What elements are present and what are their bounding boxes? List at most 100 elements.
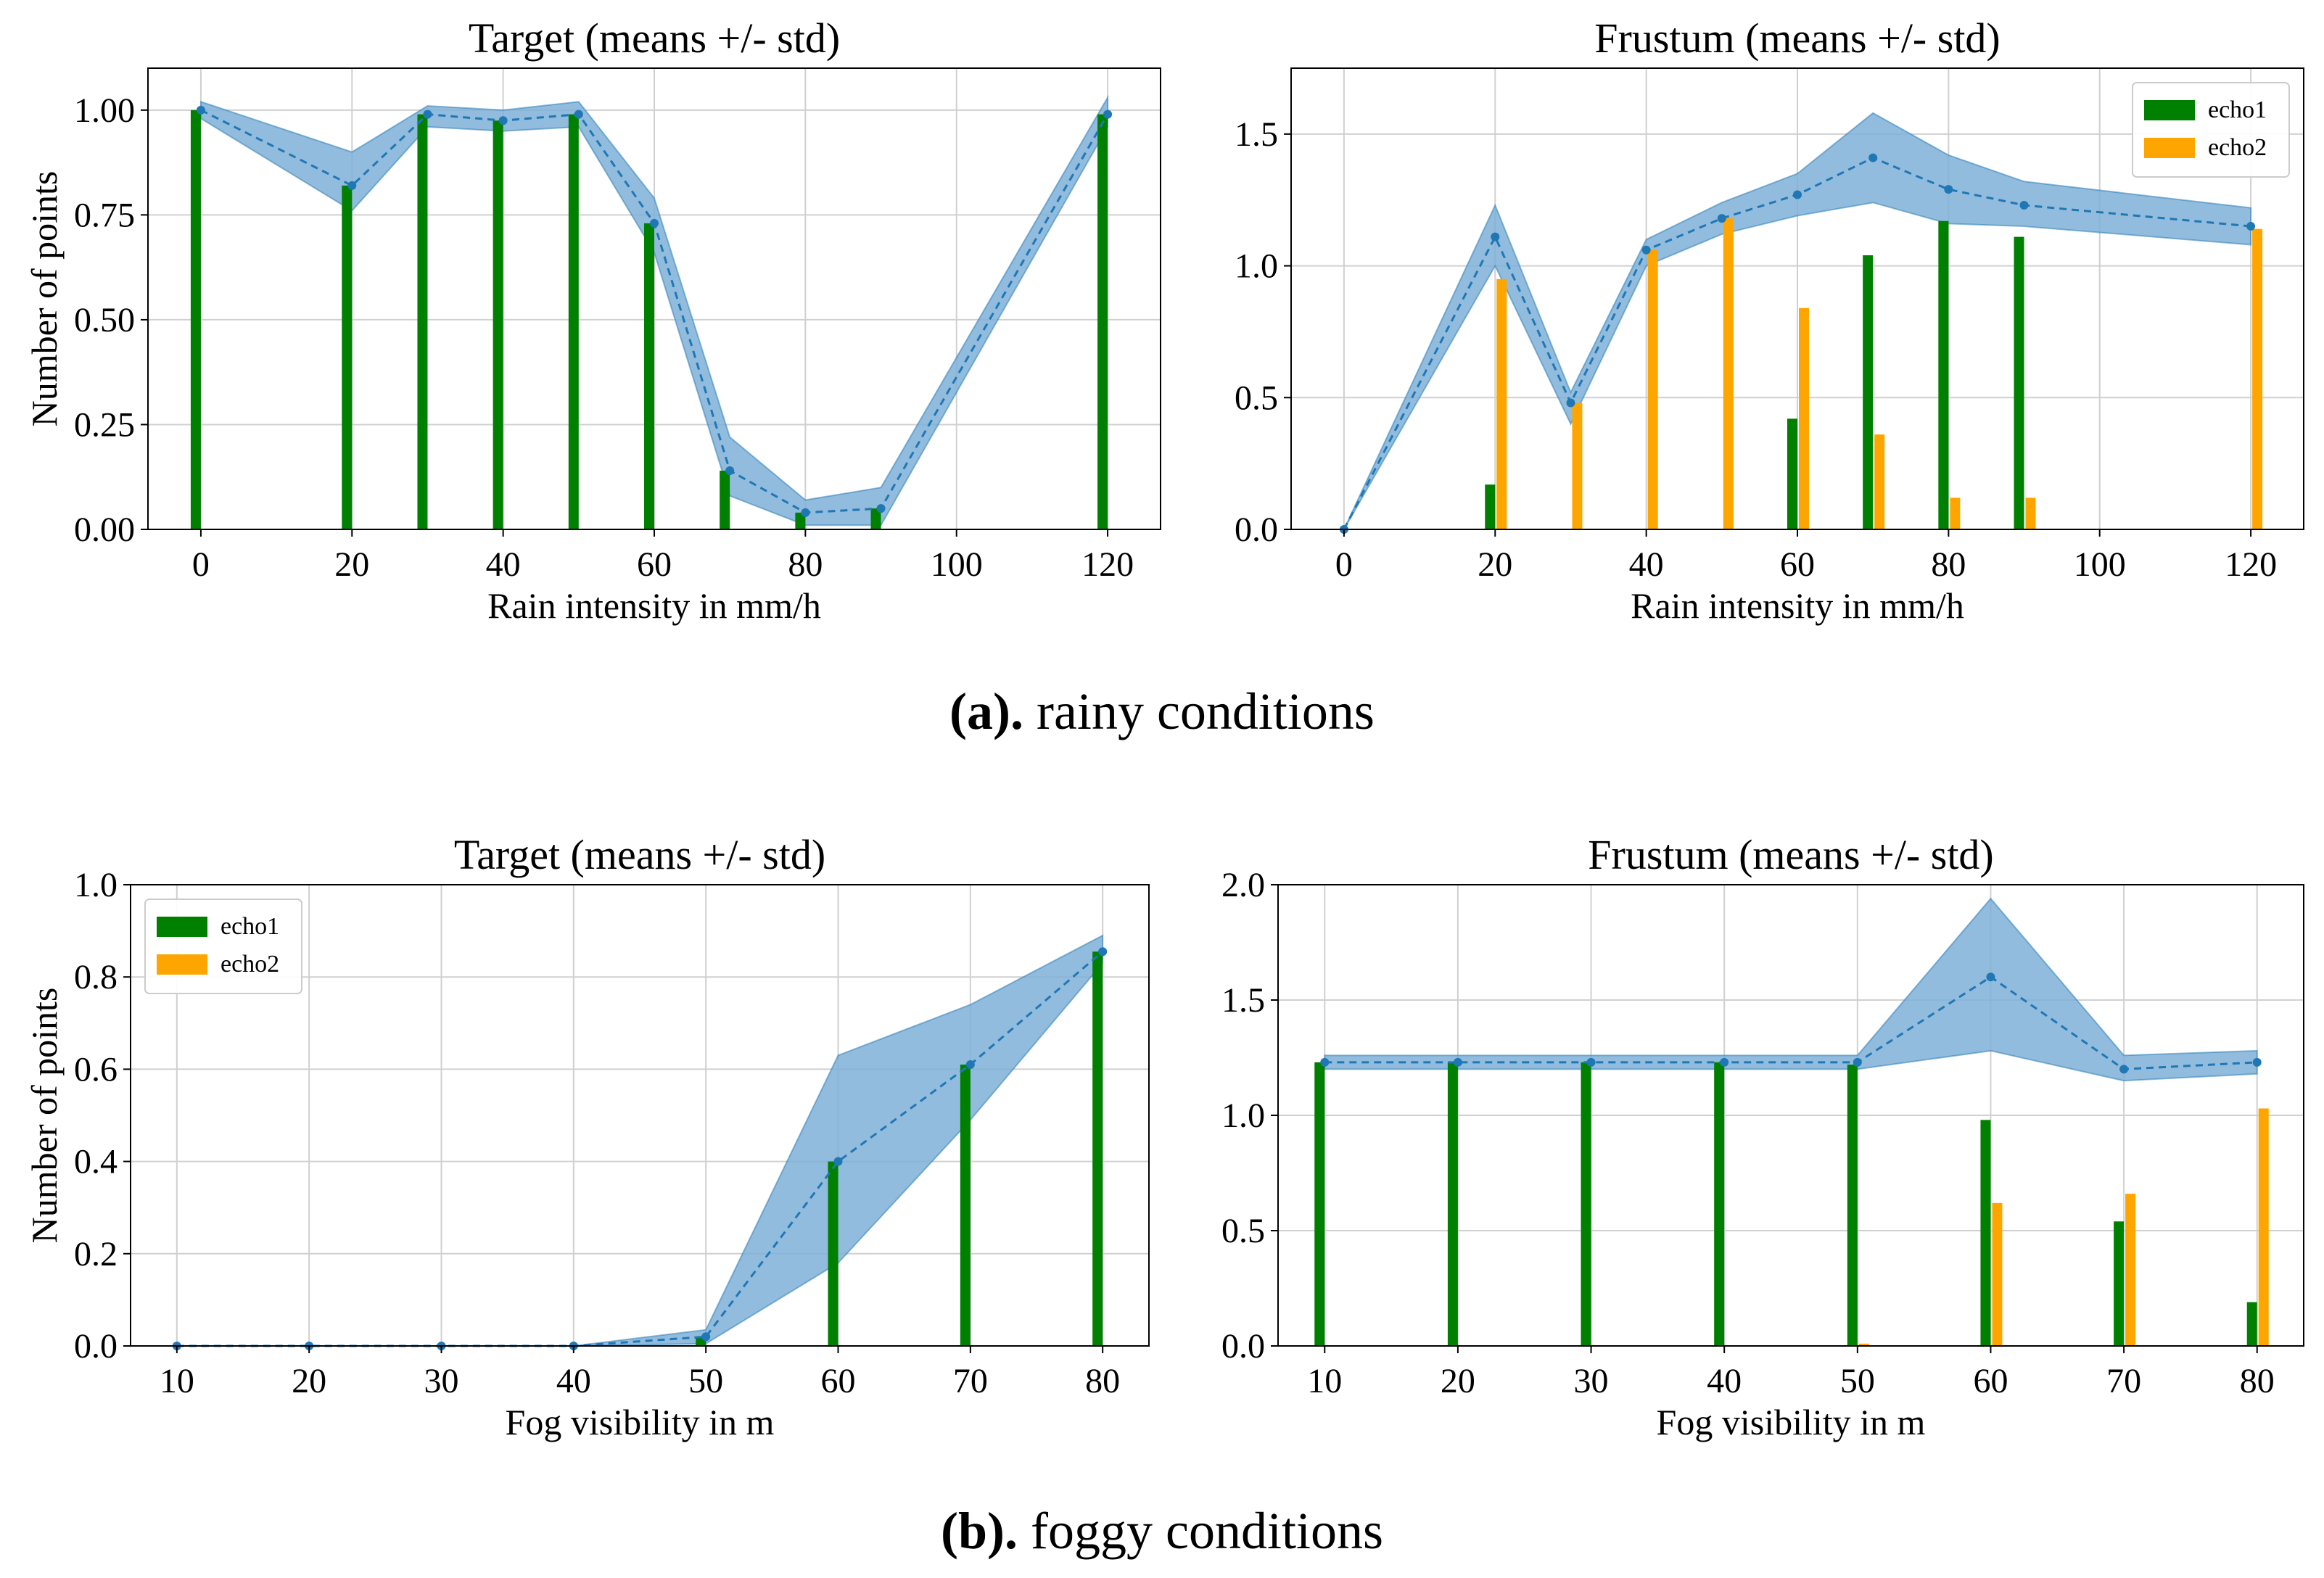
x-tick-label: 80 xyxy=(2240,1362,2275,1400)
mean-point xyxy=(2019,200,2029,210)
chart-title: Frustum (means +/- std) xyxy=(1594,15,2000,62)
bar-echo1 xyxy=(417,114,428,530)
x-tick-label: 20 xyxy=(334,545,369,584)
bar-echo1 xyxy=(1847,1065,1858,1346)
plot-frame xyxy=(130,884,1150,1347)
bar-echo1 xyxy=(2114,1221,2125,1346)
x-tick-label: 10 xyxy=(160,1362,194,1400)
x-tick-label: 40 xyxy=(1707,1362,1742,1400)
mean-point xyxy=(1853,1057,1862,1067)
y-tick-label: 0.0 xyxy=(1235,511,1278,549)
bar-echo2 xyxy=(2125,1194,2136,1346)
x-tick-label: 80 xyxy=(788,545,823,584)
x-tick-label: 30 xyxy=(424,1362,458,1400)
x-tick-label: 40 xyxy=(486,545,521,584)
x-tick-label: 60 xyxy=(821,1362,856,1400)
bar-echo2 xyxy=(2258,1108,2269,1346)
bar-echo2 xyxy=(1496,278,1507,529)
bar-echo2 xyxy=(1572,402,1583,529)
caption-rainy-text: rainy conditions xyxy=(1037,682,1375,740)
mean-point xyxy=(1717,214,1726,223)
mean-point xyxy=(1641,245,1651,255)
x-tick-label: 20 xyxy=(292,1362,326,1400)
bar-echo1 xyxy=(190,110,201,529)
mean-point xyxy=(801,508,810,517)
chart-panel-4: 10 20 30 40 50 60 70 80 0.0 0.5 1.0 1.5 2.0 Frustum (… xyxy=(1221,831,2304,1442)
y-tick-label: 0.6 xyxy=(74,1050,118,1089)
mean-point xyxy=(1098,947,1108,957)
bar-echo1 xyxy=(342,185,353,529)
x-tick-label: 120 xyxy=(2225,545,2277,584)
x-tick-label: 50 xyxy=(1840,1362,1875,1400)
caption-foggy-label: (b). xyxy=(941,1502,1018,1560)
caption-rainy-label: (a). xyxy=(949,682,1023,740)
bar-echo1 xyxy=(2014,236,2024,529)
legend-swatch-echo2 xyxy=(157,954,207,975)
x-tick-label: 60 xyxy=(1780,545,1815,584)
legend-label-echo2: echo2 xyxy=(221,951,279,978)
x-tick-label: 60 xyxy=(637,545,672,584)
legend: echo1 echo2 xyxy=(144,899,302,994)
y-tick-label: 1.5 xyxy=(1221,981,1265,1020)
bar-echo1 xyxy=(720,471,730,529)
bar-echo1 xyxy=(1485,484,1496,529)
bar-echo1 xyxy=(1980,1120,1991,1346)
mean-point xyxy=(1868,153,1878,162)
bar-echo1 xyxy=(493,120,503,530)
legend-label-echo1: echo1 xyxy=(2208,96,2267,123)
x-tick-label: 70 xyxy=(2106,1362,2141,1400)
x-tick-label: 20 xyxy=(1478,545,1512,584)
bar-echo2 xyxy=(1950,497,1961,529)
x-axis-label: Fog visibility in m xyxy=(506,1402,775,1442)
y-axis-label: Number of points xyxy=(24,988,65,1244)
mean-point xyxy=(1320,1057,1330,1067)
mean-line xyxy=(1343,156,2251,530)
bar-echo1 xyxy=(568,114,579,530)
bar-echo2 xyxy=(1647,249,1658,529)
y-tick-label: 0.5 xyxy=(1235,379,1278,417)
caption-foggy: (b). foggy conditions xyxy=(0,1501,2324,1561)
legend-label-echo2: echo2 xyxy=(2208,134,2267,161)
mean-point xyxy=(2246,222,2256,231)
y-axis-label: Number of points xyxy=(24,171,65,427)
bar-echo1 xyxy=(2246,1302,2257,1346)
mean-point xyxy=(1986,972,1995,982)
x-tick-label: 30 xyxy=(1574,1362,1609,1400)
chart-title: Target (means +/- std) xyxy=(454,831,825,878)
chart-title: Target (means +/- std) xyxy=(469,15,840,62)
legend-swatch-echo1 xyxy=(157,917,207,937)
bar-echo1 xyxy=(960,1065,971,1346)
x-tick-label: 80 xyxy=(1931,545,1966,584)
mean-point xyxy=(2252,1057,2262,1067)
y-tick-label: 1.0 xyxy=(74,866,118,904)
y-tick-label: 1.0 xyxy=(1235,247,1278,286)
x-tick-label: 20 xyxy=(1441,1362,1475,1400)
bar-echo1 xyxy=(795,512,806,529)
bar-echo1 xyxy=(1863,255,1874,529)
mean-point xyxy=(1566,398,1575,408)
mean-point xyxy=(725,466,735,476)
mean-point xyxy=(196,105,205,115)
bar-echo2 xyxy=(1992,1202,2003,1346)
bar-echo1 xyxy=(1097,114,1108,530)
bar-echo2 xyxy=(2252,228,2263,529)
bar-echo1 xyxy=(1787,418,1797,529)
caption-foggy-text: foggy conditions xyxy=(1031,1502,1383,1560)
mean-line xyxy=(200,109,1109,514)
y-tick-label: 0.00 xyxy=(74,511,135,549)
y-tick-label: 1.5 xyxy=(1235,115,1278,154)
y-tick-label: 0.5 xyxy=(1221,1212,1265,1250)
mean-point xyxy=(1491,232,1500,241)
y-tick-label: 0.50 xyxy=(74,301,135,339)
mean-point xyxy=(701,1332,711,1342)
bar-echo1 xyxy=(1314,1062,1325,1346)
mean-point xyxy=(1453,1057,1462,1067)
x-tick-label: 40 xyxy=(556,1362,591,1400)
mean-point xyxy=(498,116,508,125)
caption-rainy: (a). rainy conditions xyxy=(0,682,2324,742)
x-tick-label: 60 xyxy=(1973,1362,2008,1400)
mean-point xyxy=(1793,190,1802,199)
mean-point xyxy=(574,110,583,119)
mean-point xyxy=(833,1157,843,1166)
bar-echo2 xyxy=(1874,434,1885,529)
